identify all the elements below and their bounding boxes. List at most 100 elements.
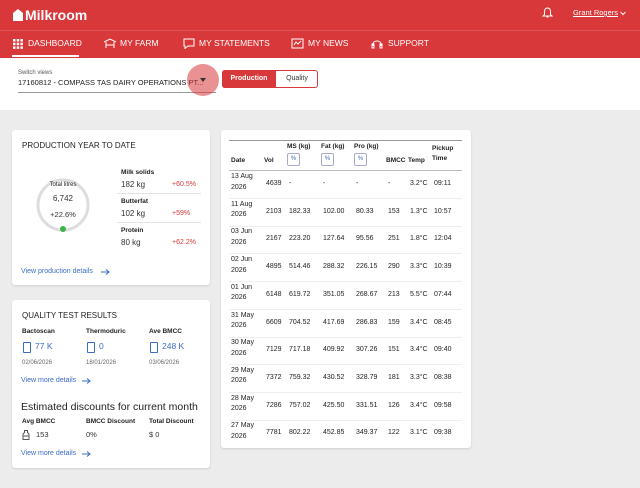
table-cell: 08:45 [434, 318, 452, 326]
percent-toggle[interactable]: % [321, 153, 334, 166]
link-arrow[interactable] [101, 269, 110, 275]
table-cell: 09:38 [434, 429, 452, 437]
nav-icon [103, 38, 117, 48]
table-cell: 4895 [266, 263, 282, 271]
table-cell: 3.3°C [410, 373, 428, 381]
nav-item[interactable]: MY FARM [120, 38, 159, 48]
test-icon [23, 342, 31, 353]
bell-icon[interactable] [542, 7, 553, 18]
table-cell: 704.52 [289, 318, 311, 326]
discounts-title: Estimated discounts for current month [21, 401, 198, 413]
card-title: PRODUCTION YEAR TO DATE [22, 141, 136, 150]
table-cell: - [289, 180, 292, 187]
table-cell: 7781 [266, 429, 282, 437]
link-arrow[interactable] [82, 451, 91, 457]
table-cell: 430.52 [323, 373, 345, 381]
nav-item[interactable]: DASHBOARD [28, 38, 82, 48]
quality-card [12, 300, 210, 468]
table-cell: 09:11 [434, 180, 451, 187]
nav-icon [183, 38, 195, 49]
switch-panel [0, 58, 640, 110]
row-divider [229, 364, 462, 366]
metric-label: Milk solids [121, 169, 155, 176]
toggle-quality[interactable]: Quality [286, 75, 308, 82]
test-date: 03/06/2026 [149, 360, 180, 366]
row-divider [229, 253, 462, 255]
pickup-table-card [221, 130, 471, 448]
metric-value: 102 kg [121, 209, 146, 218]
table-cell: 3.4°C [410, 346, 428, 354]
nav-divider [0, 30, 640, 31]
dropdown-caret [200, 78, 206, 82]
table-cell: - [356, 180, 359, 187]
metric-value: 80 kg [121, 238, 141, 247]
table-cell: 2167 [266, 235, 282, 243]
link-arrow[interactable] [82, 378, 91, 384]
test-icon [87, 342, 95, 353]
quality-link[interactable]: View more details [21, 377, 77, 384]
table-cell: 09:40 [434, 346, 452, 354]
percent-toggle[interactable]: % [354, 153, 367, 166]
table-cell: 7372 [266, 373, 282, 381]
row-divider [229, 308, 462, 310]
table-cell: 159 [388, 318, 400, 326]
table-cell: 452.85 [323, 429, 345, 437]
table-cell: 226.15 [356, 263, 378, 271]
table-cell: 286.83 [356, 318, 378, 326]
card-title: QUALITY TEST RESULTS [22, 311, 117, 320]
table-cell: 08:38 [434, 373, 452, 381]
discount-value: 0% [86, 430, 97, 439]
user-name[interactable]: Grant Rogers [573, 8, 619, 17]
view-select[interactable]: 17160812 - COMPASS TAS DAIRY OPERATIONS … [18, 78, 204, 87]
discount-label: BMCC Discount [86, 418, 136, 425]
metric-divider [117, 222, 201, 223]
column-header: Pickup Time [432, 145, 454, 163]
production-link[interactable]: View production details [21, 268, 93, 275]
table-cell: 349.37 [356, 429, 378, 437]
table-cell: 717.18 [289, 346, 311, 354]
table-cell: 3.3°C [410, 263, 428, 271]
table-cell: 425.50 [323, 401, 345, 409]
logo[interactable]: Milkroom [25, 7, 88, 23]
discounts-link[interactable]: View more details [21, 450, 77, 457]
discount-label: Total Discount [149, 418, 194, 425]
nav-icon [13, 39, 23, 49]
table-cell: 759.32 [289, 373, 311, 381]
table-cell: 619.72 [289, 290, 311, 298]
column-header: MS (kg) [287, 143, 311, 150]
column-header: Fat (kg) [321, 143, 345, 150]
test-value: 77 K [35, 341, 53, 351]
table-cell: 6148 [266, 290, 282, 298]
table-cell: 10:57 [434, 207, 452, 215]
nav-item[interactable]: SUPPORT [388, 38, 429, 48]
header [0, 0, 640, 58]
table-cell: 802.22 [289, 429, 311, 437]
nav-item[interactable]: MY NEWS [308, 38, 349, 48]
table-cell: 02 Jun 2026 [231, 256, 253, 274]
row-divider [229, 419, 462, 421]
table-cell: 757.02 [289, 401, 311, 409]
user-chevron[interactable] [620, 11, 626, 16]
nav-item[interactable]: MY STATEMENTS [199, 38, 270, 48]
table-cell: 13 Aug 2026 [231, 173, 253, 191]
select-underline [18, 92, 216, 93]
column-header: Pro (kg) [354, 143, 379, 150]
row-divider [229, 225, 462, 227]
table-cell: 1.8°C [410, 235, 428, 243]
metric-change: +59% [172, 210, 191, 217]
test-value: 248 K [162, 341, 185, 351]
percent-toggle[interactable]: % [287, 153, 300, 166]
table-cell: 514.46 [289, 263, 311, 271]
toggle-production[interactable]: Production [222, 70, 276, 88]
table-cell: 5.5°C [410, 290, 428, 298]
test-label: Ave BMCC [149, 328, 182, 335]
table-cell: 30 May 2026 [231, 339, 254, 357]
table-cell: 3.4°C [410, 318, 428, 326]
test-date: 18/01/2026 [86, 360, 117, 366]
table-cell: 3.1°C [410, 429, 428, 437]
test-label: Thermoduric [86, 328, 126, 335]
metric-label: Protein [121, 227, 144, 234]
nav-active-underline [12, 55, 79, 57]
table-cell: 127.64 [323, 235, 345, 243]
